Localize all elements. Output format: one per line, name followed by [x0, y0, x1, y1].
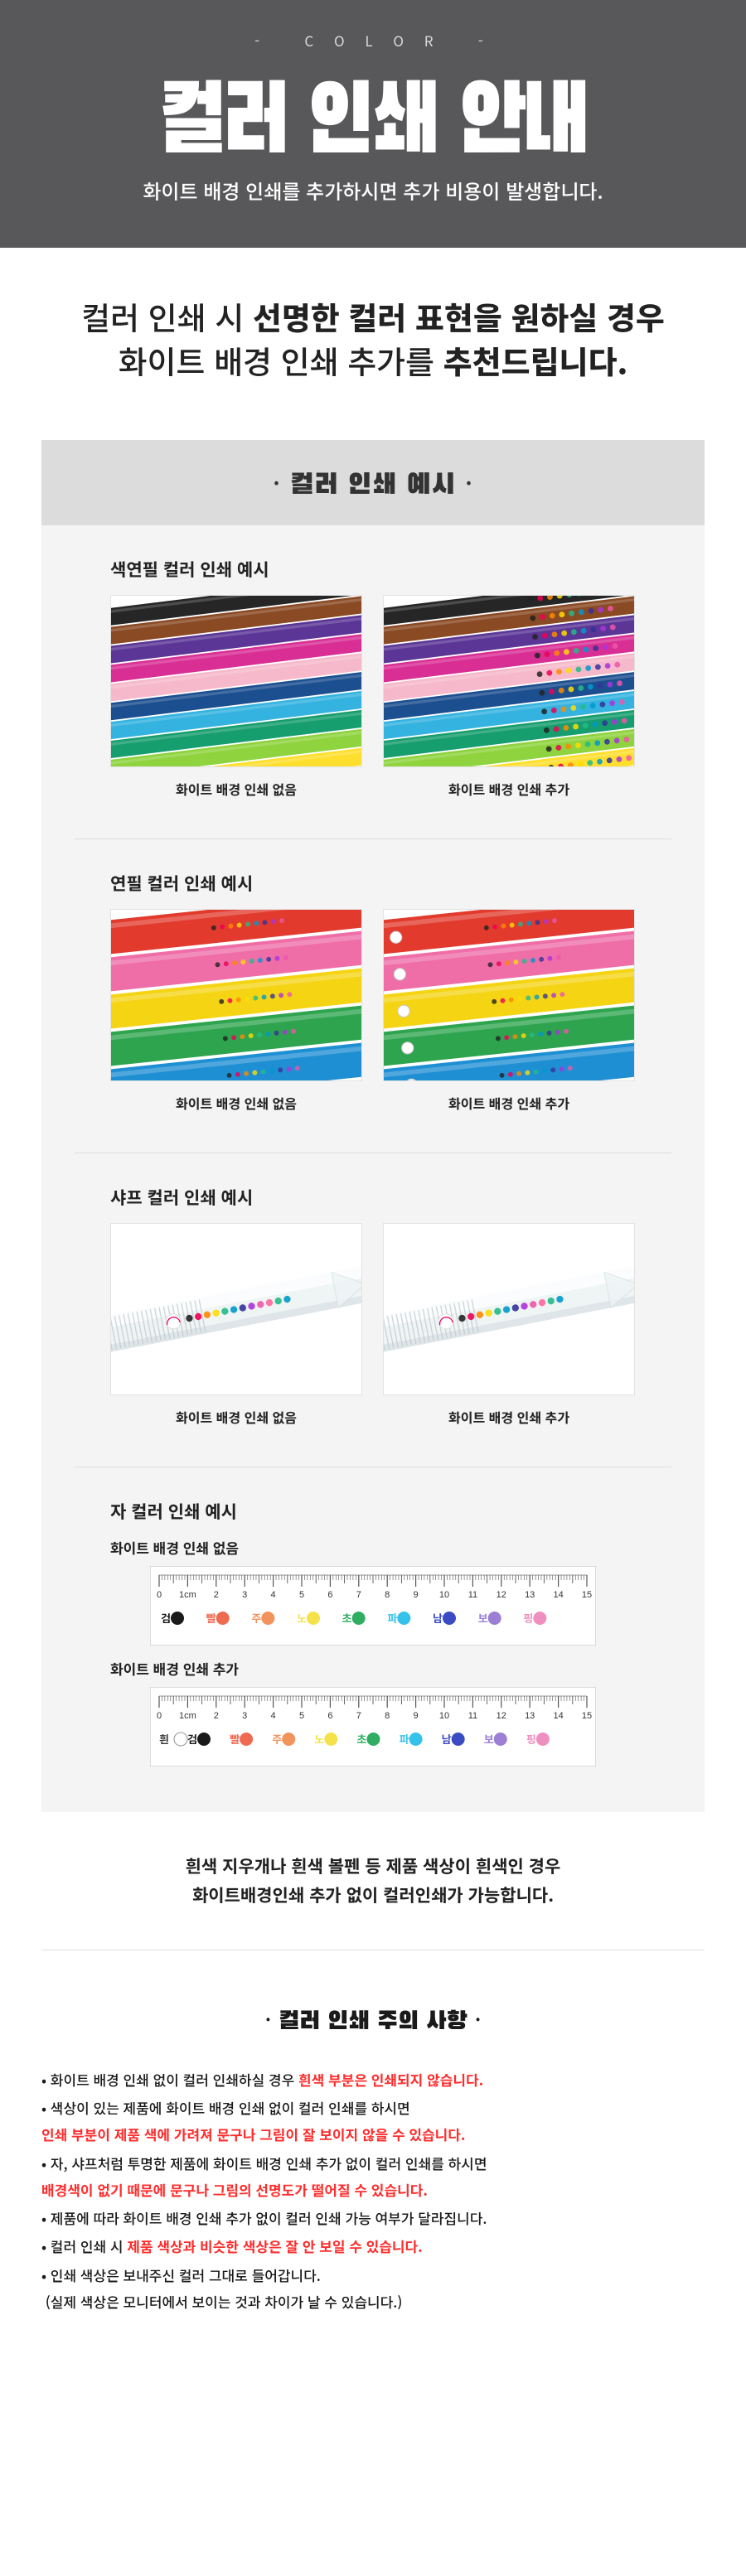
- svg-text:11: 11: [468, 1590, 477, 1600]
- svg-text:1cm: 1cm: [179, 1711, 196, 1721]
- svg-text:14: 14: [553, 1711, 563, 1721]
- svg-text:핑: 핑: [526, 1731, 536, 1747]
- svg-text:5: 5: [299, 1590, 304, 1600]
- svg-text:3: 3: [242, 1590, 247, 1600]
- svg-text:1cm: 1cm: [179, 1590, 196, 1600]
- svg-text:파: 파: [387, 1610, 397, 1626]
- svg-text:주: 주: [251, 1610, 261, 1626]
- svg-text:보: 보: [484, 1731, 494, 1747]
- svg-text:8: 8: [385, 1590, 390, 1600]
- svg-text:13: 13: [525, 1711, 535, 1721]
- svg-text:빨: 빨: [206, 1610, 216, 1626]
- svg-text:9: 9: [414, 1590, 419, 1600]
- svg-text:12: 12: [497, 1590, 506, 1600]
- svg-text:7: 7: [356, 1711, 361, 1721]
- svg-text:2: 2: [214, 1711, 219, 1721]
- svg-text:남: 남: [433, 1610, 443, 1626]
- svg-text:15: 15: [582, 1590, 592, 1600]
- svg-text:검: 검: [187, 1731, 197, 1747]
- svg-text:6: 6: [327, 1711, 332, 1721]
- svg-text:파: 파: [400, 1731, 409, 1747]
- svg-text:2: 2: [214, 1590, 219, 1600]
- svg-text:5: 5: [299, 1711, 304, 1721]
- svg-text:4: 4: [271, 1711, 276, 1721]
- svg-text:노: 노: [314, 1731, 324, 1747]
- svg-text:13: 13: [525, 1590, 535, 1600]
- svg-text:초: 초: [342, 1610, 352, 1626]
- svg-text:보: 보: [478, 1610, 488, 1626]
- svg-text:14: 14: [553, 1590, 563, 1600]
- svg-text:빨: 빨: [230, 1731, 240, 1747]
- svg-text:12: 12: [497, 1711, 506, 1721]
- svg-text:9: 9: [414, 1711, 419, 1721]
- svg-text:검: 검: [161, 1610, 171, 1626]
- svg-text:초: 초: [356, 1731, 366, 1747]
- svg-text:3: 3: [242, 1711, 247, 1721]
- svg-text:11: 11: [468, 1711, 477, 1721]
- svg-text:주: 주: [272, 1731, 282, 1747]
- svg-text:남: 남: [442, 1731, 452, 1747]
- svg-text:4: 4: [271, 1590, 276, 1600]
- svg-text:0: 0: [157, 1590, 162, 1600]
- svg-text:8: 8: [385, 1711, 390, 1721]
- svg-text:10: 10: [439, 1590, 449, 1600]
- svg-text:15: 15: [582, 1711, 592, 1721]
- svg-text:6: 6: [327, 1590, 332, 1600]
- svg-text:10: 10: [439, 1711, 449, 1721]
- svg-text:핑: 핑: [523, 1610, 533, 1626]
- svg-text:흰: 흰: [159, 1731, 169, 1747]
- svg-text:0: 0: [157, 1711, 162, 1721]
- svg-text:7: 7: [356, 1590, 361, 1600]
- svg-text:노: 노: [297, 1610, 307, 1626]
